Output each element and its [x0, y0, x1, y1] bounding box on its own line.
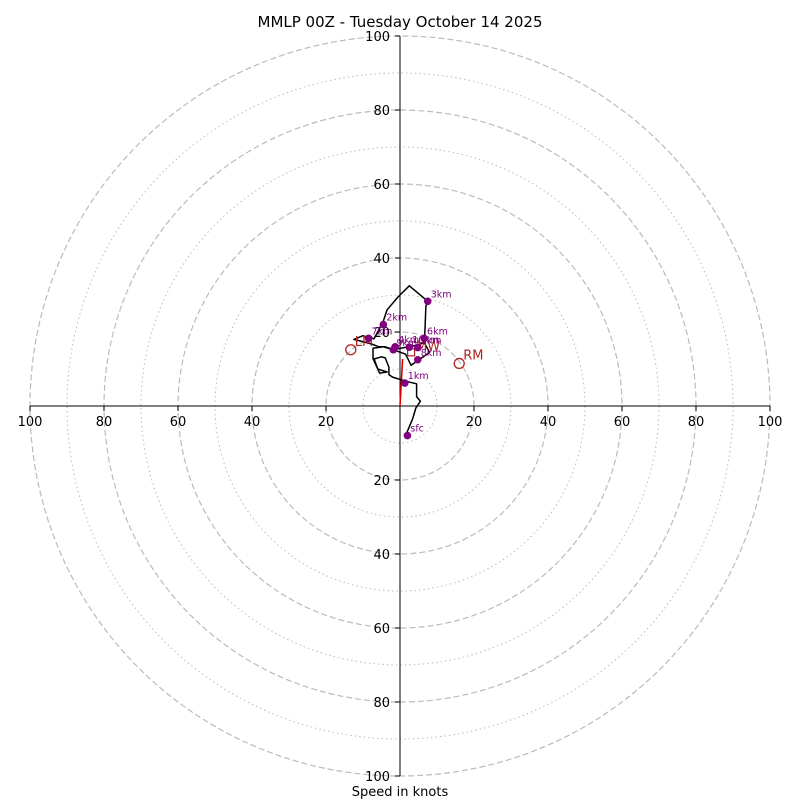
- y-tick-label: 60: [373, 622, 390, 637]
- height-label: 5km: [421, 336, 442, 347]
- y-tick-label: 60: [373, 178, 390, 193]
- height-label: 4km: [398, 335, 419, 346]
- height-label: 9km: [396, 338, 417, 349]
- chart-title: MMLP 00Z - Tuesday October 14 2025: [258, 13, 543, 31]
- height-label: 6km: [427, 326, 448, 337]
- height-marker: [379, 320, 388, 329]
- y-tick-label: 40: [373, 252, 390, 267]
- height-marker: [364, 334, 373, 343]
- height-label: 3km: [431, 289, 452, 300]
- y-tick-label: 20: [373, 326, 390, 341]
- height-marker: [413, 355, 422, 364]
- height-label: 7km: [372, 326, 393, 337]
- height-marker: [420, 334, 428, 343]
- y-tick-label: 100: [365, 30, 390, 45]
- x-tick-label: 100: [18, 415, 43, 430]
- y-tick-label: 80: [373, 696, 390, 711]
- x-tick-label: 80: [96, 415, 113, 430]
- x-tick-label: 100: [758, 415, 783, 430]
- height-label: sfc: [410, 424, 424, 435]
- y-tick-label: 100: [365, 770, 390, 785]
- x-tick-label: 40: [244, 415, 261, 430]
- right-mover-label: RM: [463, 348, 483, 363]
- y-tick-label: 40: [373, 548, 390, 563]
- height-marker: [413, 343, 422, 352]
- left-mover-marker: [345, 344, 357, 356]
- height-marker: [389, 345, 398, 354]
- height-label: 10km: [412, 335, 439, 346]
- x-tick-label: 20: [466, 415, 483, 430]
- x-axis-label: Speed in knots: [352, 785, 449, 800]
- y-tick-label: 20: [373, 474, 390, 489]
- right-mover-marker: [453, 357, 465, 370]
- y-tick-label: 80: [373, 104, 390, 119]
- tick-labels: 100 100 80 80 60 60 40 40 20 20 20 20 40 40 60 60 80 80 10…: [18, 30, 783, 785]
- height-label: 2km: [386, 313, 407, 324]
- x-tick-label: 80: [688, 415, 705, 430]
- x-tick-label: 20: [318, 415, 335, 430]
- height-label: 1km: [408, 371, 429, 382]
- height-marker: [403, 431, 412, 440]
- height-label: 8km: [421, 348, 442, 359]
- height-marker: [401, 379, 409, 387]
- x-tick-label: 60: [170, 415, 187, 430]
- height-marker: [423, 297, 432, 306]
- x-tick-label: 40: [540, 415, 557, 430]
- mean-wind-label: MW: [416, 339, 440, 354]
- height-marker: [405, 343, 414, 351]
- x-tick-label: 60: [614, 415, 631, 430]
